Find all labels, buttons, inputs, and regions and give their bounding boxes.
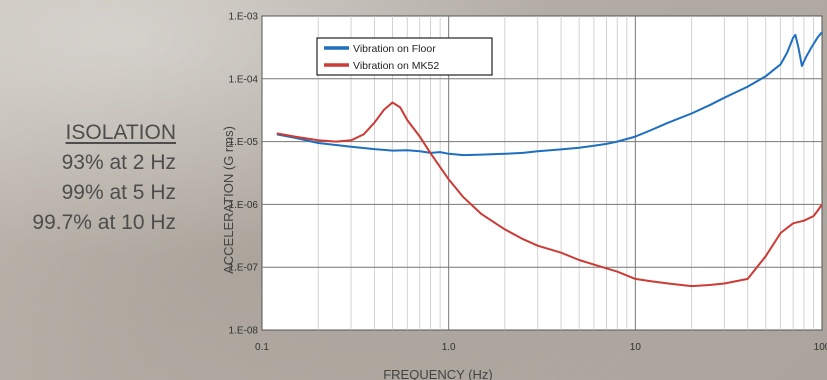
isolation-line-5hz: 99% at 5 Hz <box>61 181 176 204</box>
legend-box <box>316 37 493 76</box>
legend: Vibration on Floor Vibration on MK52 <box>316 37 493 76</box>
isolation-panel: ISOLATION 93% at 2 Hz 99% at 5 Hz 99.7% … <box>0 118 176 238</box>
legend-label-floor: Vibration on Floor <box>353 43 436 55</box>
x-tick-label: 1.0 <box>442 342 456 353</box>
x-tick-label: 10 <box>630 342 642 353</box>
legend-label-mk52: Vibration on MK52 <box>353 60 439 72</box>
series-line-floor <box>276 31 823 157</box>
x-tick-label: 100 <box>814 342 827 353</box>
isolation-line-2hz: 93% at 2 Hz <box>61 151 176 174</box>
y-tick-label: 1.E-07 <box>229 263 259 274</box>
y-tick-label: 1.E-03 <box>229 12 259 23</box>
x-tick-label: 0.1 <box>255 342 269 353</box>
y-tick-label: 1.E-06 <box>229 200 259 211</box>
y-tick-label: 1.E-08 <box>229 326 259 337</box>
series-line-mk52 <box>276 101 823 288</box>
y-tick-label: 1.E-05 <box>229 137 259 148</box>
tick-labels: 0.1 1.0 10 100 1.E-03 1.E-04 1.E-05 1.E-06 1.E-0… <box>229 12 827 354</box>
series-layer <box>276 31 823 288</box>
isolation-line-10hz: 99.7% at 10 Hz <box>32 211 176 234</box>
y-axis-title: ACCELERATION (G rms) <box>221 126 236 274</box>
y-tick-label: 1.E-04 <box>229 74 259 85</box>
x-axis-title: FREQUENCY (Hz) <box>383 367 493 380</box>
isolation-title: ISOLATION <box>65 121 176 144</box>
